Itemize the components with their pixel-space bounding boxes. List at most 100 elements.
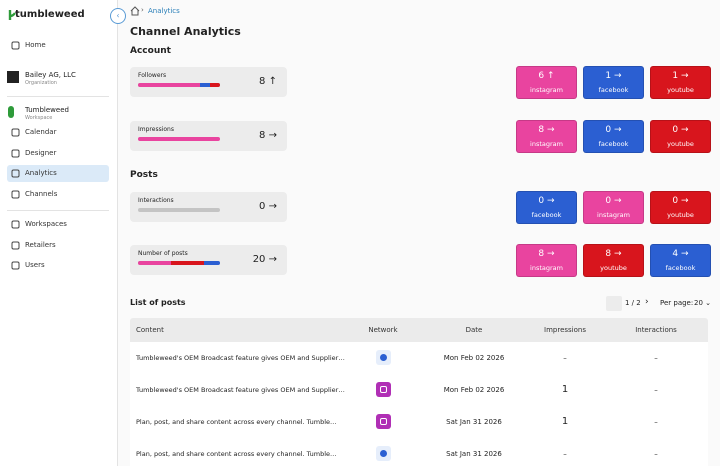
- nav-icon: [11, 41, 20, 50]
- org-logo: [7, 71, 19, 83]
- post-date: Sat Jan 31 2026: [446, 418, 502, 426]
- sep: [7, 210, 109, 211]
- nav-label: Designer: [25, 148, 57, 157]
- page-indicator: 1 / 2: [625, 299, 641, 307]
- nav-item[interactable]: Channels: [7, 186, 109, 203]
- nav-item[interactable]: Home: [7, 37, 109, 54]
- bar-segment: [138, 83, 200, 87]
- bar-segment: [138, 137, 220, 141]
- network-tile[interactable]: 0 → facebook: [583, 120, 644, 153]
- tile-trend: →: [681, 249, 689, 259]
- nav-item[interactable]: Workspaces: [7, 216, 109, 233]
- tile-number: 0: [672, 196, 679, 206]
- tile-trend: →: [681, 196, 689, 206]
- tile-value: 4 →: [651, 249, 710, 259]
- table-row[interactable]: Plan, post, and share content across eve…: [130, 406, 708, 439]
- nav-label: Workspaces: [25, 220, 67, 228]
- tile-network: facebook: [598, 86, 629, 94]
- post-interactions: –: [654, 386, 658, 394]
- post-date: Mon Feb 02 2026: [443, 386, 505, 394]
- network-tile[interactable]: 1 → facebook: [583, 66, 644, 99]
- org-role: Organization: [25, 80, 57, 86]
- network-tile[interactable]: 4 → facebook: [650, 244, 711, 277]
- per-page-label: Per page:: [660, 299, 694, 307]
- nav-item[interactable]: Retailers: [7, 237, 109, 254]
- metric-value: 8 →: [259, 130, 277, 141]
- logo-icon: [8, 10, 16, 20]
- metric-value: 0 →: [259, 201, 277, 212]
- nav-item[interactable]: Users: [7, 257, 109, 274]
- metric-bar: [138, 261, 220, 265]
- tile-network: youtube: [667, 211, 694, 219]
- tile-trend: →: [681, 125, 689, 135]
- tile-trend: →: [614, 196, 622, 206]
- post-content: Tumbleweed's OEM Broadcast feature gives…: [136, 354, 345, 362]
- post-content: Tumbleweed's OEM Broadcast feature gives…: [136, 386, 345, 394]
- ws-name[interactable]: Tumbleweed: [25, 106, 69, 114]
- post-impressions: 1: [561, 384, 569, 395]
- metric-value: 8 ↑: [259, 76, 277, 87]
- tile-number: 0: [605, 125, 612, 135]
- tile-number: 0: [605, 196, 612, 206]
- tile-value: 8 →: [584, 249, 643, 259]
- nav-item[interactable]: Designer: [7, 145, 109, 162]
- metric-label: Number of posts: [138, 250, 188, 257]
- network-tile[interactable]: 8 → instagram: [516, 244, 577, 277]
- network-tile[interactable]: 8 → youtube: [583, 244, 644, 277]
- network-icon: [376, 446, 391, 461]
- network-tile[interactable]: 0 → youtube: [650, 120, 711, 153]
- tile-trend: →: [614, 125, 622, 135]
- tile-value: 0 →: [651, 125, 710, 135]
- tile-value: 0 →: [517, 196, 576, 206]
- post-content: Plan, post, and share content across eve…: [136, 418, 337, 426]
- network-tile[interactable]: 0 → facebook: [516, 191, 577, 224]
- network-tile[interactable]: 0 → instagram: [583, 191, 644, 224]
- metric-label: Impressions: [138, 126, 174, 133]
- bar-segment: [138, 261, 171, 265]
- ws-logo: [8, 106, 14, 118]
- next-page[interactable]: ›: [645, 297, 649, 307]
- tile-number: 8: [538, 249, 545, 259]
- tile-value: 0 →: [584, 196, 643, 206]
- sep: [7, 96, 109, 97]
- collapse-button[interactable]: ‹: [110, 8, 126, 24]
- tile-number: 1: [605, 71, 612, 81]
- table-row[interactable]: Tumbleweed's OEM Broadcast feature gives…: [130, 342, 708, 375]
- network-tile[interactable]: 8 → instagram: [516, 120, 577, 153]
- prev-page[interactable]: [606, 296, 622, 311]
- table-row[interactable]: Plan, post, and share content across eve…: [130, 438, 708, 466]
- nav-item[interactable]: Calendar: [7, 124, 109, 141]
- nav-item[interactable]: Analytics: [7, 165, 109, 182]
- per-page-select[interactable]: 20 ⌄: [694, 299, 712, 307]
- sidebar: tumbleweed Home Bailey AG, LLC Organizatio…: [0, 0, 118, 466]
- post-interactions: –: [654, 450, 658, 458]
- network-tile[interactable]: 6 ↑ instagram: [516, 66, 577, 99]
- tile-network: instagram: [530, 264, 563, 272]
- tile-network: instagram: [530, 140, 563, 148]
- nav-icon: [11, 241, 20, 249]
- tile-number: 4: [672, 249, 679, 259]
- tile-number: 8: [605, 249, 612, 259]
- table-row[interactable]: Tumbleweed's OEM Broadcast feature gives…: [130, 374, 708, 407]
- nav-label: Retailers: [25, 240, 56, 249]
- tile-trend: →: [614, 71, 622, 81]
- tile-value: 1 →: [584, 71, 643, 81]
- post-interactions: –: [654, 418, 658, 426]
- metric-number: 20: [252, 254, 266, 265]
- column-header: Interactions: [635, 326, 677, 334]
- tile-number: 6: [538, 71, 545, 81]
- breadcrumb[interactable]: Analytics: [148, 7, 180, 15]
- tile-number: 0: [672, 125, 679, 135]
- network-tile[interactable]: 0 → youtube: [650, 191, 711, 224]
- post-impressions: –: [563, 354, 567, 362]
- tile-network: youtube: [600, 264, 627, 272]
- network-tile[interactable]: 1 → youtube: [650, 66, 711, 99]
- tile-value: 1 →: [651, 71, 710, 81]
- post-impressions: 1: [561, 416, 569, 427]
- tile-network: youtube: [667, 86, 694, 94]
- metric-number: 8: [259, 76, 266, 87]
- nav-icon: [11, 261, 20, 270]
- home-icon[interactable]: [130, 6, 140, 16]
- org-name[interactable]: Bailey AG, LLC: [25, 71, 76, 79]
